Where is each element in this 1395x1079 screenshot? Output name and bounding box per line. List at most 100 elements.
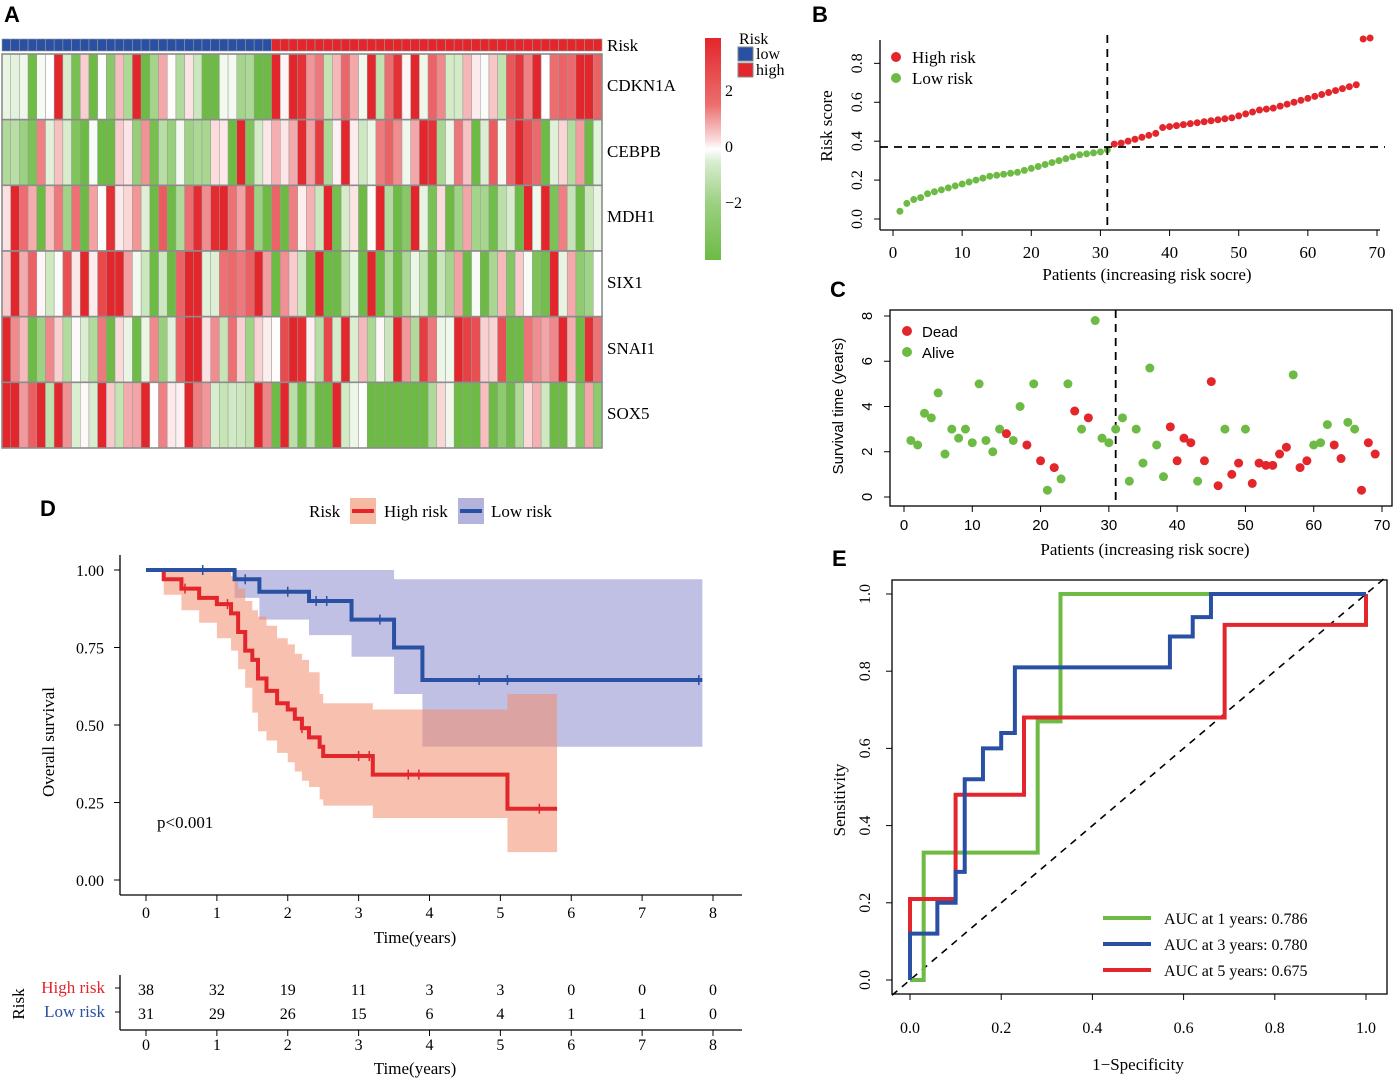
b-point [924,190,932,198]
heatmap-cell [36,185,46,252]
heatmap-cell [584,119,594,186]
risk-annotation-cell [593,38,603,52]
colorbar [705,38,721,260]
c-point [960,424,970,434]
heatmap-cell [140,316,151,383]
heatmap-cell [549,250,559,317]
heatmap-cell [288,53,298,120]
heatmap-cell [566,316,577,383]
heatmap-cell [158,185,168,252]
c-y-tick-label: 6 [859,357,876,365]
b-legend-low-label: Low risk [912,69,973,88]
e-y-tick-label: 1.0 [857,584,874,604]
heatmap-cell [506,382,516,449]
risk-annotation-cell [71,38,81,52]
c-point [913,440,923,450]
heatmap-cell [140,185,151,252]
heatmap-cell [27,119,38,186]
heatmap-cell [10,119,20,186]
heatmap-cell [306,250,316,317]
heatmap-cell [340,53,351,120]
km-curve-high [146,568,558,811]
risk-annotation-cell [419,38,429,52]
heatmap-cell [27,53,38,120]
heatmap-cell [471,185,481,252]
risk-annotation-cell [279,38,290,52]
b-point [1172,122,1180,130]
c-plot-frame [889,309,1393,507]
c-point [1152,440,1162,450]
e-y-tick-label: 0.8 [857,661,874,681]
c-point [1036,456,1046,466]
heatmap-cell [245,185,255,252]
heatmap-cell [314,316,324,383]
heatmap-cell [53,119,64,186]
c-y-ticks: 0 2 4 6 8 [859,312,890,501]
heatmap-cell [297,250,307,317]
risk-annotation-cell [245,38,255,52]
heatmap-cell [375,119,385,186]
heatmap-cell [445,316,455,383]
heatmap-cell [575,119,585,186]
heatmap-cell [158,250,168,317]
b-point [1055,157,1063,165]
km-y-ticks: 0.00 0.25 0.50 0.75 1.00 [76,563,120,890]
heatmap-cell [236,382,246,449]
heatmap-cell [1,53,11,120]
heatmap-cell [158,119,168,186]
b-x-tick-label: 10 [954,243,971,262]
km-x-tick-label: 4 [426,905,434,922]
heatmap-cell [245,250,255,317]
heatmap-cell [332,119,342,186]
risk-annotation-cell [514,38,525,52]
risk-annotation-cell [193,38,203,52]
heatmap-cell [149,185,159,252]
c-point [947,424,957,434]
heatmap-cell [227,53,238,120]
heatmap-cell [132,185,142,252]
c-point [1363,438,1373,448]
b-y-tick-label: 0.2 [849,170,866,190]
c-point [1008,435,1018,445]
heatmap-cell [575,382,585,449]
heatmap-cell [593,250,603,317]
risk-annotation-cell [523,38,533,52]
heatmap-cell [193,316,203,383]
heatmap-cell [62,119,72,186]
risk-annotation-cell [19,38,29,52]
heatmap-cell [349,185,359,252]
heatmap-cell [506,316,516,383]
heatmap-cell [219,119,229,186]
heatmap-cell [97,382,107,449]
heatmap-cell [97,53,107,120]
heatmap-cell [1,119,11,186]
c-x-tick-label: 70 [1374,517,1391,534]
heatmap-cell [1,185,11,252]
c-point [1001,429,1011,439]
risk-annotation-cell [88,38,98,52]
heatmap-cell [453,382,464,449]
risk-table-x-tick-label: 0 [142,1037,150,1054]
c-point [1090,316,1100,326]
b-point [1020,166,1028,174]
heatmap-cell [549,185,559,252]
heatmap-cell [62,185,72,252]
heatmap-cell [453,185,464,252]
heatmap-cell [262,53,272,120]
heatmap-cell [514,316,524,383]
heatmap-cell [201,316,211,383]
risk-annotation-cell [184,38,194,52]
heatmap-cell [523,185,533,252]
heatmap-cell [184,119,194,186]
heatmap-cell [514,185,524,252]
b-point [1359,35,1367,43]
risk-table-count: 3 [496,982,504,999]
panel-letter-a: A [4,2,20,27]
heatmap-cell [462,382,472,449]
heatmap-cell [10,316,20,383]
risk-annotation-cell [36,38,46,52]
heatmap-cell [175,382,185,449]
gene-label-sox5: SOX5 [607,404,650,423]
risk-annotation-cell [123,38,133,52]
heatmap-cell [149,53,159,120]
